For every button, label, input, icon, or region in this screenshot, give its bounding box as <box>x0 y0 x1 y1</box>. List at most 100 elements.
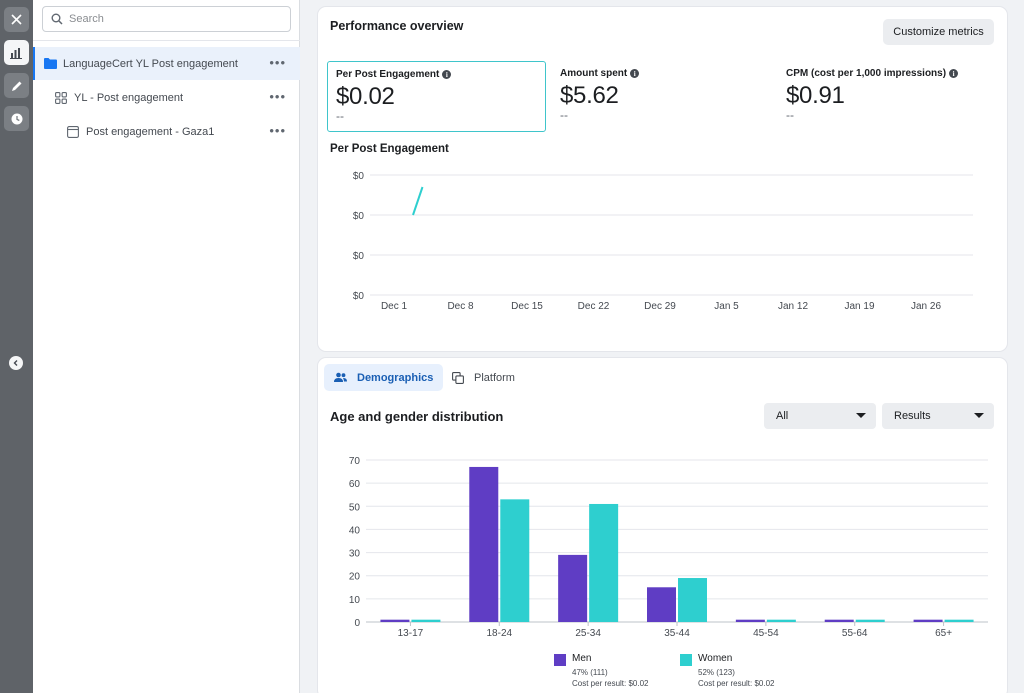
collapse-panel-button[interactable] <box>9 356 23 370</box>
y-tick-label: 40 <box>349 525 361 536</box>
y-tick-label: 10 <box>349 595 361 606</box>
bar-men <box>913 619 943 622</box>
metric-delta: -- <box>336 109 344 123</box>
dropdown-value: All <box>776 410 789 422</box>
tab-label: Demographics <box>357 371 434 384</box>
bar-women <box>855 619 885 622</box>
y-tick-label: $0 <box>353 171 365 182</box>
x-tick-label: 45-54 <box>753 628 779 639</box>
history-button[interactable] <box>4 106 29 131</box>
legend-cost: Cost per result: $0.02 <box>572 679 649 688</box>
info-icon[interactable]: i <box>630 69 640 78</box>
x-tick-label: 65+ <box>935 628 952 639</box>
x-tick-label: Jan 5 <box>714 301 739 312</box>
x-tick-label: Dec 29 <box>644 301 676 312</box>
metric-label: CPM (cost per 1,000 impressions) <box>786 68 947 79</box>
tree-item-ad[interactable]: Post engagement - Gaza1 ••• <box>33 115 300 148</box>
grid-icon <box>54 91 68 105</box>
metric-label: Per Post Engagement <box>336 69 440 80</box>
more-options-icon[interactable]: ••• <box>269 89 286 104</box>
customize-metrics-button[interactable]: Customize metrics <box>883 19 994 45</box>
more-options-icon[interactable]: ••• <box>269 55 286 70</box>
series-line <box>412 186 424 216</box>
tree-item-ad-set[interactable]: YL - Post engagement ••• <box>33 81 300 114</box>
y-tick-label: 0 <box>354 618 360 629</box>
tree-item-label: YL - Post engagement <box>74 91 184 104</box>
info-icon[interactable]: i <box>442 70 452 79</box>
bar-men <box>647 587 676 622</box>
y-tick-label: $0 <box>353 211 365 222</box>
close-icon <box>11 14 22 25</box>
x-tick-label: 13-17 <box>398 628 424 639</box>
bar-women <box>766 619 796 622</box>
caret-down-icon <box>974 413 984 418</box>
tree-item-label: Post engagement - Gaza1 <box>86 125 215 138</box>
y-tick-label: $0 <box>353 251 365 262</box>
bar-women <box>678 578 707 622</box>
metric-delta: -- <box>786 108 794 122</box>
divider <box>33 40 300 41</box>
search-box <box>42 6 291 32</box>
x-tick-label: Dec 8 <box>447 301 474 312</box>
filter-dropdown[interactable]: All <box>764 403 876 429</box>
bar-men <box>380 619 410 622</box>
legend-name: Men <box>572 653 592 664</box>
folder-icon <box>43 57 57 71</box>
legend-item-men[interactable]: Men 47% (111) Cost per result: $0.02 <box>554 653 664 693</box>
bar-men <box>824 619 854 622</box>
demographics-card: Demographics Platform Age and gender dis… <box>318 358 1007 693</box>
x-tick-label: 55-64 <box>842 628 868 639</box>
search-input[interactable] <box>69 13 269 25</box>
x-tick-label: Jan 12 <box>778 301 808 312</box>
people-icon <box>334 372 347 383</box>
tree-item-campaign[interactable]: LanguageCert YL Post engagement ••• <box>33 47 300 80</box>
legend-swatch <box>680 654 692 666</box>
tab-demographics[interactable]: Demographics <box>324 364 444 391</box>
tree-item-label: LanguageCert YL Post engagement <box>63 57 238 70</box>
bar-men <box>735 619 765 622</box>
bar-women <box>411 619 441 622</box>
metric-per-post-engagement[interactable]: Per Post Engagement i $0.02 -- <box>327 61 546 132</box>
legend-cost: Cost per result: $0.02 <box>698 679 775 688</box>
x-tick-label: Dec 22 <box>578 301 610 312</box>
campaign-tree-panel: LanguageCert YL Post engagement ••• YL -… <box>33 0 300 693</box>
metric-dropdown[interactable]: Results <box>882 403 994 429</box>
performance-overview-card: Performance overview Customize metrics P… <box>318 7 1007 351</box>
reporting-button[interactable] <box>4 40 29 65</box>
legend-share: 52% (123) <box>698 668 735 677</box>
metric-value: $5.62 <box>560 82 619 109</box>
bar-women <box>944 619 974 622</box>
chevron-left-icon <box>13 360 18 366</box>
more-options-icon[interactable]: ••• <box>269 123 286 138</box>
platform-icon <box>452 371 464 384</box>
edit-button[interactable] <box>4 73 29 98</box>
clock-icon <box>11 113 22 124</box>
legend-name: Women <box>698 653 733 664</box>
x-tick-label: Dec 15 <box>511 301 543 312</box>
metric-delta: -- <box>560 108 568 122</box>
y-tick-label: $0 <box>353 291 365 302</box>
caret-down-icon <box>856 413 866 418</box>
left-rail <box>0 0 33 693</box>
close-button[interactable] <box>4 7 29 32</box>
tab-label: Platform <box>474 371 515 384</box>
legend-item-women[interactable]: Women 52% (123) Cost per result: $0.02 <box>680 653 790 693</box>
bar-chart-icon <box>10 47 22 59</box>
y-tick-label: 70 <box>349 456 361 467</box>
dropdown-value: Results <box>894 410 931 422</box>
metric-cpm[interactable]: CPM (cost per 1,000 impressions) i $0.91 … <box>778 61 997 132</box>
legend-swatch <box>554 654 566 666</box>
metric-value: $0.91 <box>786 82 845 109</box>
x-tick-label: Jan 26 <box>911 301 941 312</box>
x-tick-label: Dec 1 <box>381 301 408 312</box>
bar-men <box>469 466 499 622</box>
info-icon[interactable]: i <box>949 69 959 78</box>
x-tick-label: 35-44 <box>664 628 690 639</box>
chart-title: Per Post Engagement <box>330 143 449 155</box>
bar-chart: 0 10 20 30 40 50 60 70 13-17 18-24 25-34 35-44 45-54… <box>349 456 988 639</box>
metric-amount-spent[interactable]: Amount spent i $5.62 -- <box>552 61 771 132</box>
y-tick-label: 30 <box>349 549 361 560</box>
tab-platform[interactable]: Platform <box>442 364 525 391</box>
section-title: Age and gender distribution <box>330 409 504 424</box>
bar-women <box>589 503 619 622</box>
